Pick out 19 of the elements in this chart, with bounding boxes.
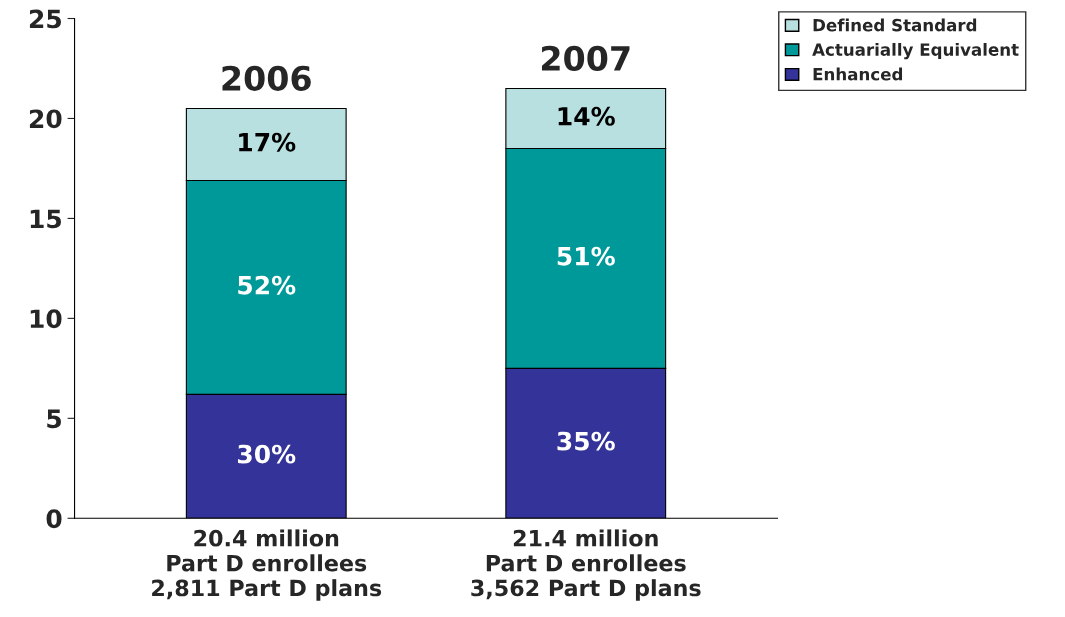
annotation: 30% (238, 444, 296, 464)
y-tick-label: 10 (30, 309, 62, 329)
y-tick-label: 5 (47, 409, 61, 429)
y-tick-label: 15 (30, 209, 61, 229)
annotation: 52% (238, 275, 296, 295)
legend-label: Defined Standard (813, 18, 977, 32)
annotation: 2007 (542, 45, 630, 71)
annotation: 17% (239, 132, 296, 152)
annotation: 2006 (222, 65, 311, 91)
x-tick-label: 21.4 million Part D enrollees 3,562 Part D plans (471, 529, 701, 601)
x-tick-label: 20.4 million Part D enrollees 2,811 Part D plans (152, 529, 382, 601)
y-tick-label: 25 (29, 9, 61, 29)
annotation: 14% (558, 106, 615, 126)
legend-label: Enhanced (813, 67, 903, 81)
annotation: 35% (557, 431, 615, 451)
annotation: 51% (557, 246, 615, 266)
legend-label: Actuarially Equivalent (812, 42, 1019, 60)
y-tick-label: 20 (29, 109, 62, 129)
y-tick-label: 0 (46, 509, 62, 529)
